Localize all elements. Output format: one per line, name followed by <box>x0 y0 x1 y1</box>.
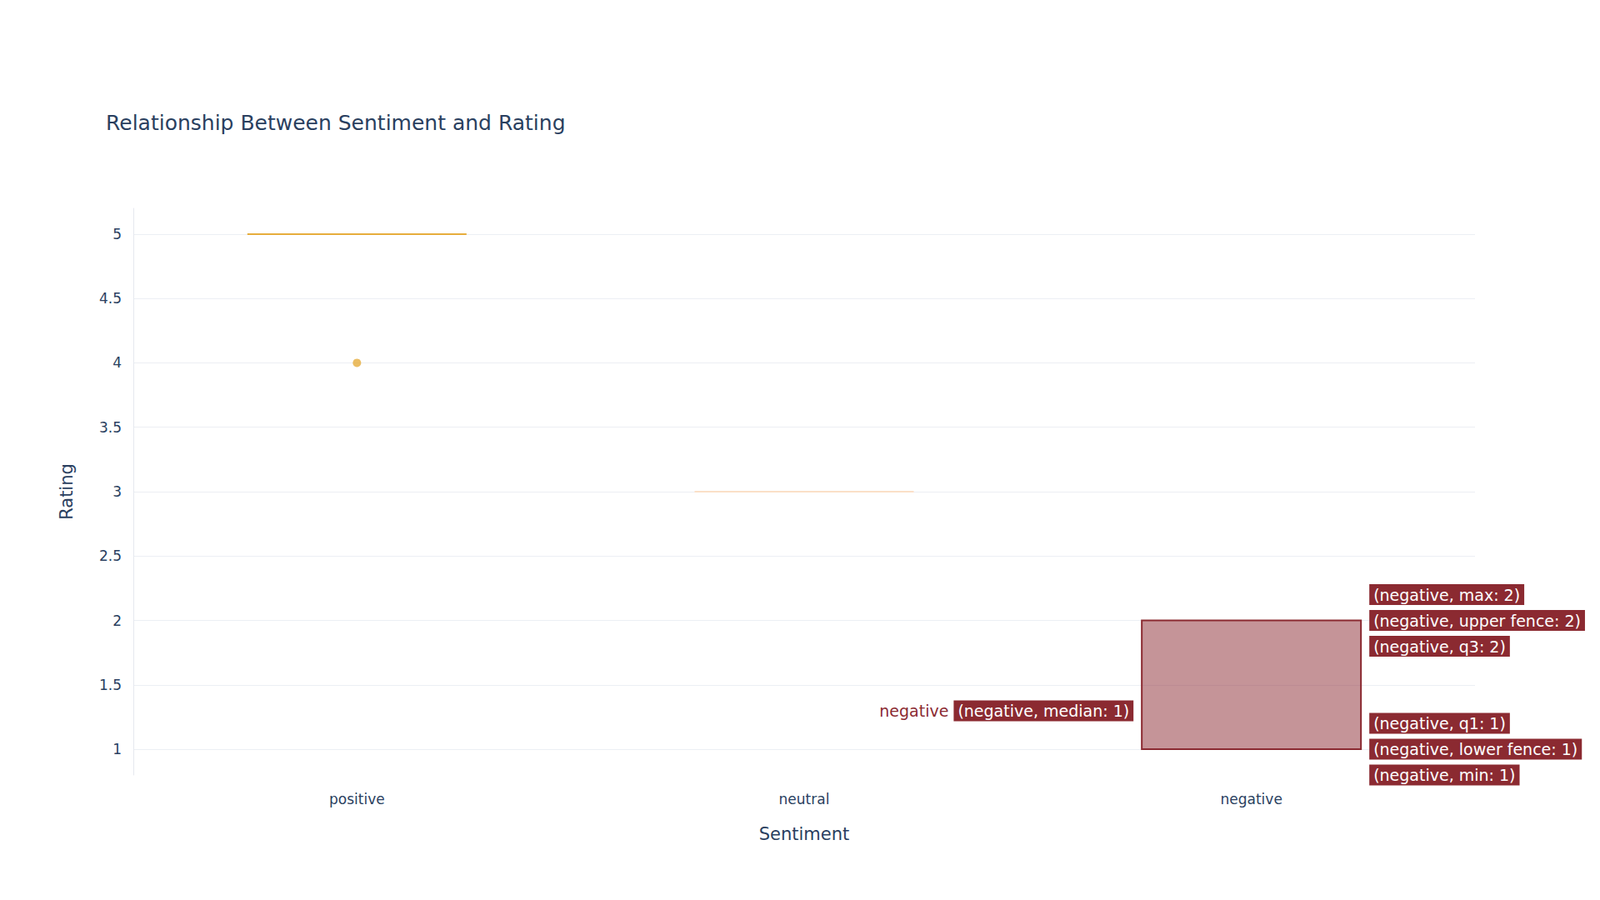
svg-text:Sentiment: Sentiment <box>759 824 850 845</box>
svg-text:(negative, median: 1): (negative, median: 1) <box>957 701 1130 720</box>
svg-text:(negative, q3: 2): (negative, q3: 2) <box>1373 637 1506 656</box>
svg-text:(negative, min: 1): (negative, min: 1) <box>1373 765 1515 785</box>
svg-text:3.5: 3.5 <box>99 419 122 436</box>
svg-text:negative: negative <box>879 701 949 720</box>
svg-text:(negative, lower fence: 1): (negative, lower fence: 1) <box>1373 740 1578 759</box>
svg-text:3: 3 <box>112 483 122 500</box>
svg-text:negative: negative <box>1220 790 1282 808</box>
svg-text:positive: positive <box>329 790 385 808</box>
svg-text:2: 2 <box>112 612 122 630</box>
svg-text:2.5: 2.5 <box>99 547 122 565</box>
svg-text:4.5: 4.5 <box>99 290 122 307</box>
svg-text:1.5: 1.5 <box>99 676 122 694</box>
svg-text:5: 5 <box>112 225 122 243</box>
svg-text:Rating: Rating <box>56 463 77 520</box>
svg-text:(negative, upper fence: 2): (negative, upper fence: 2) <box>1373 611 1581 630</box>
svg-text:1: 1 <box>112 740 122 758</box>
svg-text:(negative, max: 2): (negative, max: 2) <box>1373 585 1520 605</box>
svg-text:neutral: neutral <box>779 790 830 808</box>
svg-text:4: 4 <box>112 354 122 371</box>
svg-text:Relationship Between Sentiment: Relationship Between Sentiment and Ratin… <box>105 110 566 135</box>
svg-text:(negative, q1: 1): (negative, q1: 1) <box>1373 714 1506 733</box>
